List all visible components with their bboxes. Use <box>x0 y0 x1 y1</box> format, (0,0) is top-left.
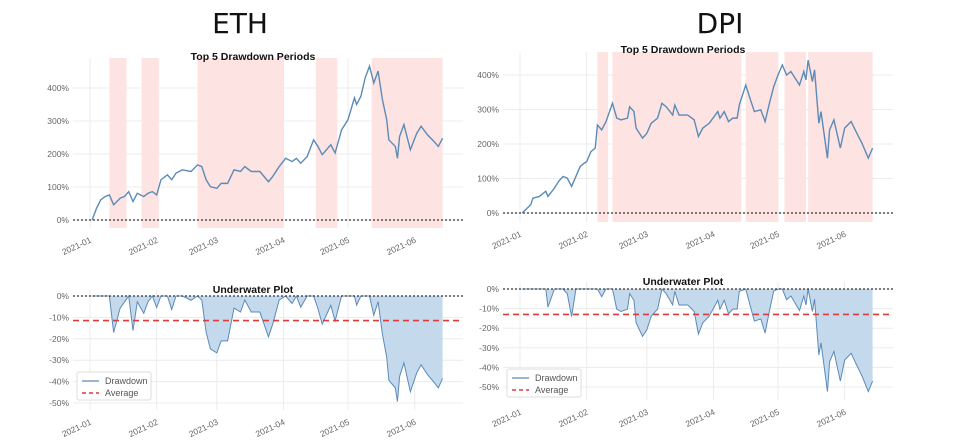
y-tick-label: 100% <box>477 174 499 184</box>
drawdown-period-band <box>808 52 873 222</box>
x-tick-label: 2021-04 <box>684 407 717 429</box>
x-tick-label: 2021-03 <box>187 417 220 439</box>
y-tick-label: 300% <box>477 105 499 115</box>
x-tick-label: 2021-04 <box>684 229 717 251</box>
chart-title: Top 5 Drawdown Periods <box>191 51 316 63</box>
y-tick-label: 0% <box>487 208 500 218</box>
underwater-chart: 0% -10% -20% -30% -40% -50% 2021-01 2021-02 2021… <box>49 284 463 439</box>
legend-label-average: Average <box>535 385 568 395</box>
x-tick-label: 2021-06 <box>815 229 848 251</box>
drawdown-periods-chart: 0% 100% 200% 300% 400% 2021-01 2021-02 2021-03 2… <box>47 51 463 257</box>
x-tick-label: 2021-03 <box>187 235 220 257</box>
drawdown-area <box>92 296 443 402</box>
cumulative-returns-line <box>521 60 874 214</box>
legend-label-drawdown: Drawdown <box>105 376 148 386</box>
y-tick-label: 0% <box>57 291 70 301</box>
chart-title: Top 5 Drawdown Periods <box>621 44 746 56</box>
x-tick-label: 2021-05 <box>748 407 781 429</box>
x-tick-label: 2021-05 <box>318 417 351 439</box>
drawdown-periods-chart: 0% 100% 200% 300% 400% 2021-01 2021-02 2021-03 2… <box>477 44 893 251</box>
x-tick-label: 2021-02 <box>127 417 160 439</box>
x-tick-label: 2021-04 <box>254 235 287 257</box>
x-tick-label: 2021-03 <box>617 229 650 251</box>
x-tick-label: 2021-01 <box>60 417 93 439</box>
y-tick-label: 400% <box>477 70 499 80</box>
y-tick-label: -40% <box>49 377 69 387</box>
x-tick-label: 2021-02 <box>557 229 590 251</box>
legend: Drawdown Average <box>76 371 152 401</box>
x-tick-label: 2021-01 <box>490 229 523 251</box>
panel-eth: ETH 0% 100% 200% 300% 400% 2021-01 2021-02 2021-… <box>47 7 463 439</box>
drawdown-period-band <box>109 58 127 228</box>
underwater-chart: 0% -10% -20% -30% -40% -50% 2021-01 2021-02 2021… <box>479 276 893 429</box>
drawdown-area <box>522 289 873 392</box>
y-tick-label: 200% <box>47 149 69 159</box>
y-tick-label: -20% <box>49 334 69 344</box>
x-tick-label: 2021-03 <box>617 407 650 429</box>
y-tick-label: -10% <box>49 312 69 322</box>
drawdown-period-band <box>315 58 338 228</box>
drawdown-period-band <box>141 58 159 228</box>
drawdown-period-band <box>371 58 443 228</box>
legend-label-average: Average <box>105 388 138 398</box>
y-tick-label: 200% <box>477 139 499 149</box>
legend-label-drawdown: Drawdown <box>535 373 578 383</box>
y-tick-label: 300% <box>47 116 69 126</box>
legend: Drawdown Average <box>506 368 582 398</box>
x-tick-label: 2021-01 <box>490 407 523 429</box>
drawdown-line <box>92 294 444 402</box>
y-tick-label: 0% <box>57 215 70 225</box>
drawdown-period-band <box>597 52 609 222</box>
figure-title: ETH <box>212 7 268 40</box>
y-tick-label: -30% <box>479 343 499 353</box>
y-tick-label: 0% <box>487 284 500 294</box>
legend-box <box>506 368 582 398</box>
drawdown-period-band <box>197 58 284 228</box>
y-tick-label: 400% <box>47 83 69 93</box>
chart-title: Underwater Plot <box>213 284 294 296</box>
drawdown-period-band <box>745 52 778 222</box>
x-tick-label: 2021-04 <box>254 417 287 439</box>
y-tick-label: -50% <box>479 382 499 392</box>
drawdown-period-band <box>612 52 742 222</box>
y-tick-label: -40% <box>479 362 499 372</box>
x-tick-label: 2021-06 <box>385 417 418 439</box>
x-tick-label: 2021-06 <box>385 235 418 257</box>
x-tick-label: 2021-05 <box>318 235 351 257</box>
legend-box <box>76 371 152 401</box>
x-tick-label: 2021-02 <box>127 235 160 257</box>
y-tick-label: -20% <box>479 323 499 333</box>
x-tick-label: 2021-05 <box>748 229 781 251</box>
chart-title: Underwater Plot <box>643 276 724 288</box>
y-tick-label: -50% <box>49 398 69 408</box>
panel-dpi: DPI 0% 100% 200% 300% 400% 2021-01 2021-02 2021-… <box>477 7 893 429</box>
x-tick-label: 2021-01 <box>60 235 93 257</box>
drawdown-period-band <box>784 52 806 222</box>
figure-title: DPI <box>697 7 744 40</box>
x-tick-label: 2021-02 <box>557 407 590 429</box>
x-tick-label: 2021-06 <box>815 407 848 429</box>
y-tick-label: 100% <box>47 182 69 192</box>
y-tick-label: -30% <box>49 355 69 365</box>
cumulative-returns-line <box>91 63 444 221</box>
y-tick-label: -10% <box>479 304 499 314</box>
